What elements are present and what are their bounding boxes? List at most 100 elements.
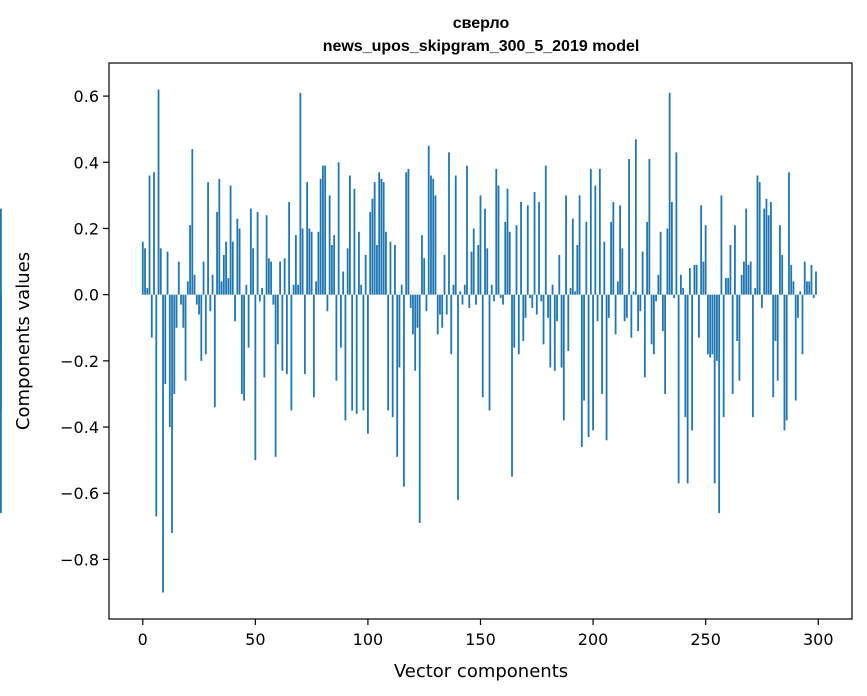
bar-101: [369, 211, 372, 295]
bar-97: [360, 284, 363, 295]
bar-266: [740, 274, 743, 295]
y-tick-label: 0.4: [74, 153, 99, 172]
bar-229: [657, 274, 660, 295]
bar-201: [594, 185, 597, 295]
bar-296: [808, 281, 811, 295]
bar-166: [515, 225, 518, 295]
bar-272: [754, 288, 757, 295]
bar-234: [668, 92, 671, 295]
bar-106: [380, 178, 383, 295]
bar-24: [195, 294, 198, 305]
bar-287: [788, 172, 790, 295]
bar-245: [693, 264, 696, 295]
bar-257: [720, 195, 723, 295]
bar-18: [182, 294, 185, 328]
bar-231: [661, 294, 664, 332]
bar-139: [454, 175, 457, 295]
bar-64: [285, 294, 288, 375]
bar-0: [141, 241, 144, 295]
bar-161: [504, 221, 507, 295]
bar-189: [567, 294, 570, 351]
bar-102: [371, 198, 374, 295]
bar-72: [303, 294, 306, 375]
bar-65: [288, 202, 291, 295]
bar-134: [443, 254, 446, 295]
bar-73: [306, 182, 309, 295]
bar-8: [159, 248, 162, 295]
bar-181: [549, 294, 552, 368]
bar-104: [376, 245, 378, 295]
bar-169: [522, 294, 525, 341]
bar-31: [211, 274, 214, 295]
bar-127: [427, 145, 430, 295]
bar-45: [243, 294, 245, 401]
bar-136: [448, 152, 450, 295]
y-tick-label: 0.6: [74, 87, 99, 106]
bar-30: [209, 294, 212, 312]
bar-157: [495, 168, 498, 295]
bar-258: [722, 294, 725, 418]
bar-174: [533, 192, 536, 295]
bar-262: [731, 294, 734, 394]
bar-178: [542, 294, 545, 345]
bar-267: [743, 261, 745, 295]
bar-290: [794, 294, 797, 401]
bar-107: [382, 182, 385, 295]
bar-22: [191, 149, 194, 295]
bar-12: [168, 294, 171, 428]
bar-259: [725, 278, 727, 295]
y-tick-label: −0.2: [60, 352, 99, 371]
bar-239: [679, 274, 682, 295]
bar-299: [815, 271, 817, 295]
bar-118: [407, 168, 410, 295]
bar-96: [358, 231, 360, 295]
bar-143: [463, 284, 466, 295]
bar-121: [414, 294, 417, 371]
y-tick-label: −0.6: [60, 484, 99, 503]
bar-116: [403, 294, 405, 487]
bar-152: [484, 208, 486, 295]
bar-9: [162, 294, 164, 593]
bar-13: [171, 294, 173, 533]
bar-58: [272, 294, 275, 305]
bar-147: [472, 228, 475, 295]
bar-263: [734, 225, 736, 295]
bar-146: [470, 251, 473, 295]
bar-20: [186, 281, 189, 295]
bar-2: [146, 288, 149, 295]
y-tick-label: −0.4: [60, 418, 99, 437]
bar-168: [520, 202, 522, 295]
bar-284: [781, 254, 784, 295]
bar-42: [236, 218, 239, 295]
bar-144: [466, 165, 468, 295]
bar-82: [326, 294, 329, 312]
bar-112: [394, 245, 396, 295]
bar-274: [758, 182, 761, 295]
bar-253: [711, 294, 714, 355]
bar-16: [177, 261, 180, 295]
bar-200: [592, 294, 594, 431]
bar-242: [686, 294, 689, 484]
bar-280: [772, 294, 775, 398]
bar-225: [648, 158, 651, 295]
bar-188: [565, 195, 567, 295]
bar-34: [218, 178, 221, 295]
bar-250: [704, 225, 707, 295]
bar-120: [412, 294, 414, 335]
bar-75: [310, 231, 313, 295]
bar-55: [265, 215, 268, 295]
bar-207: [607, 294, 610, 318]
bar-202: [596, 294, 599, 322]
bar-76: [312, 294, 315, 398]
bar-67: [292, 284, 295, 295]
bar-226: [650, 294, 653, 345]
bar-220: [637, 294, 640, 332]
bar-249: [702, 261, 705, 295]
bar-123: [418, 294, 421, 524]
bar-89: [342, 271, 345, 295]
bar-135: [445, 294, 448, 315]
bar-17: [180, 294, 182, 305]
bar-221: [639, 294, 642, 312]
bar-156: [493, 294, 495, 302]
